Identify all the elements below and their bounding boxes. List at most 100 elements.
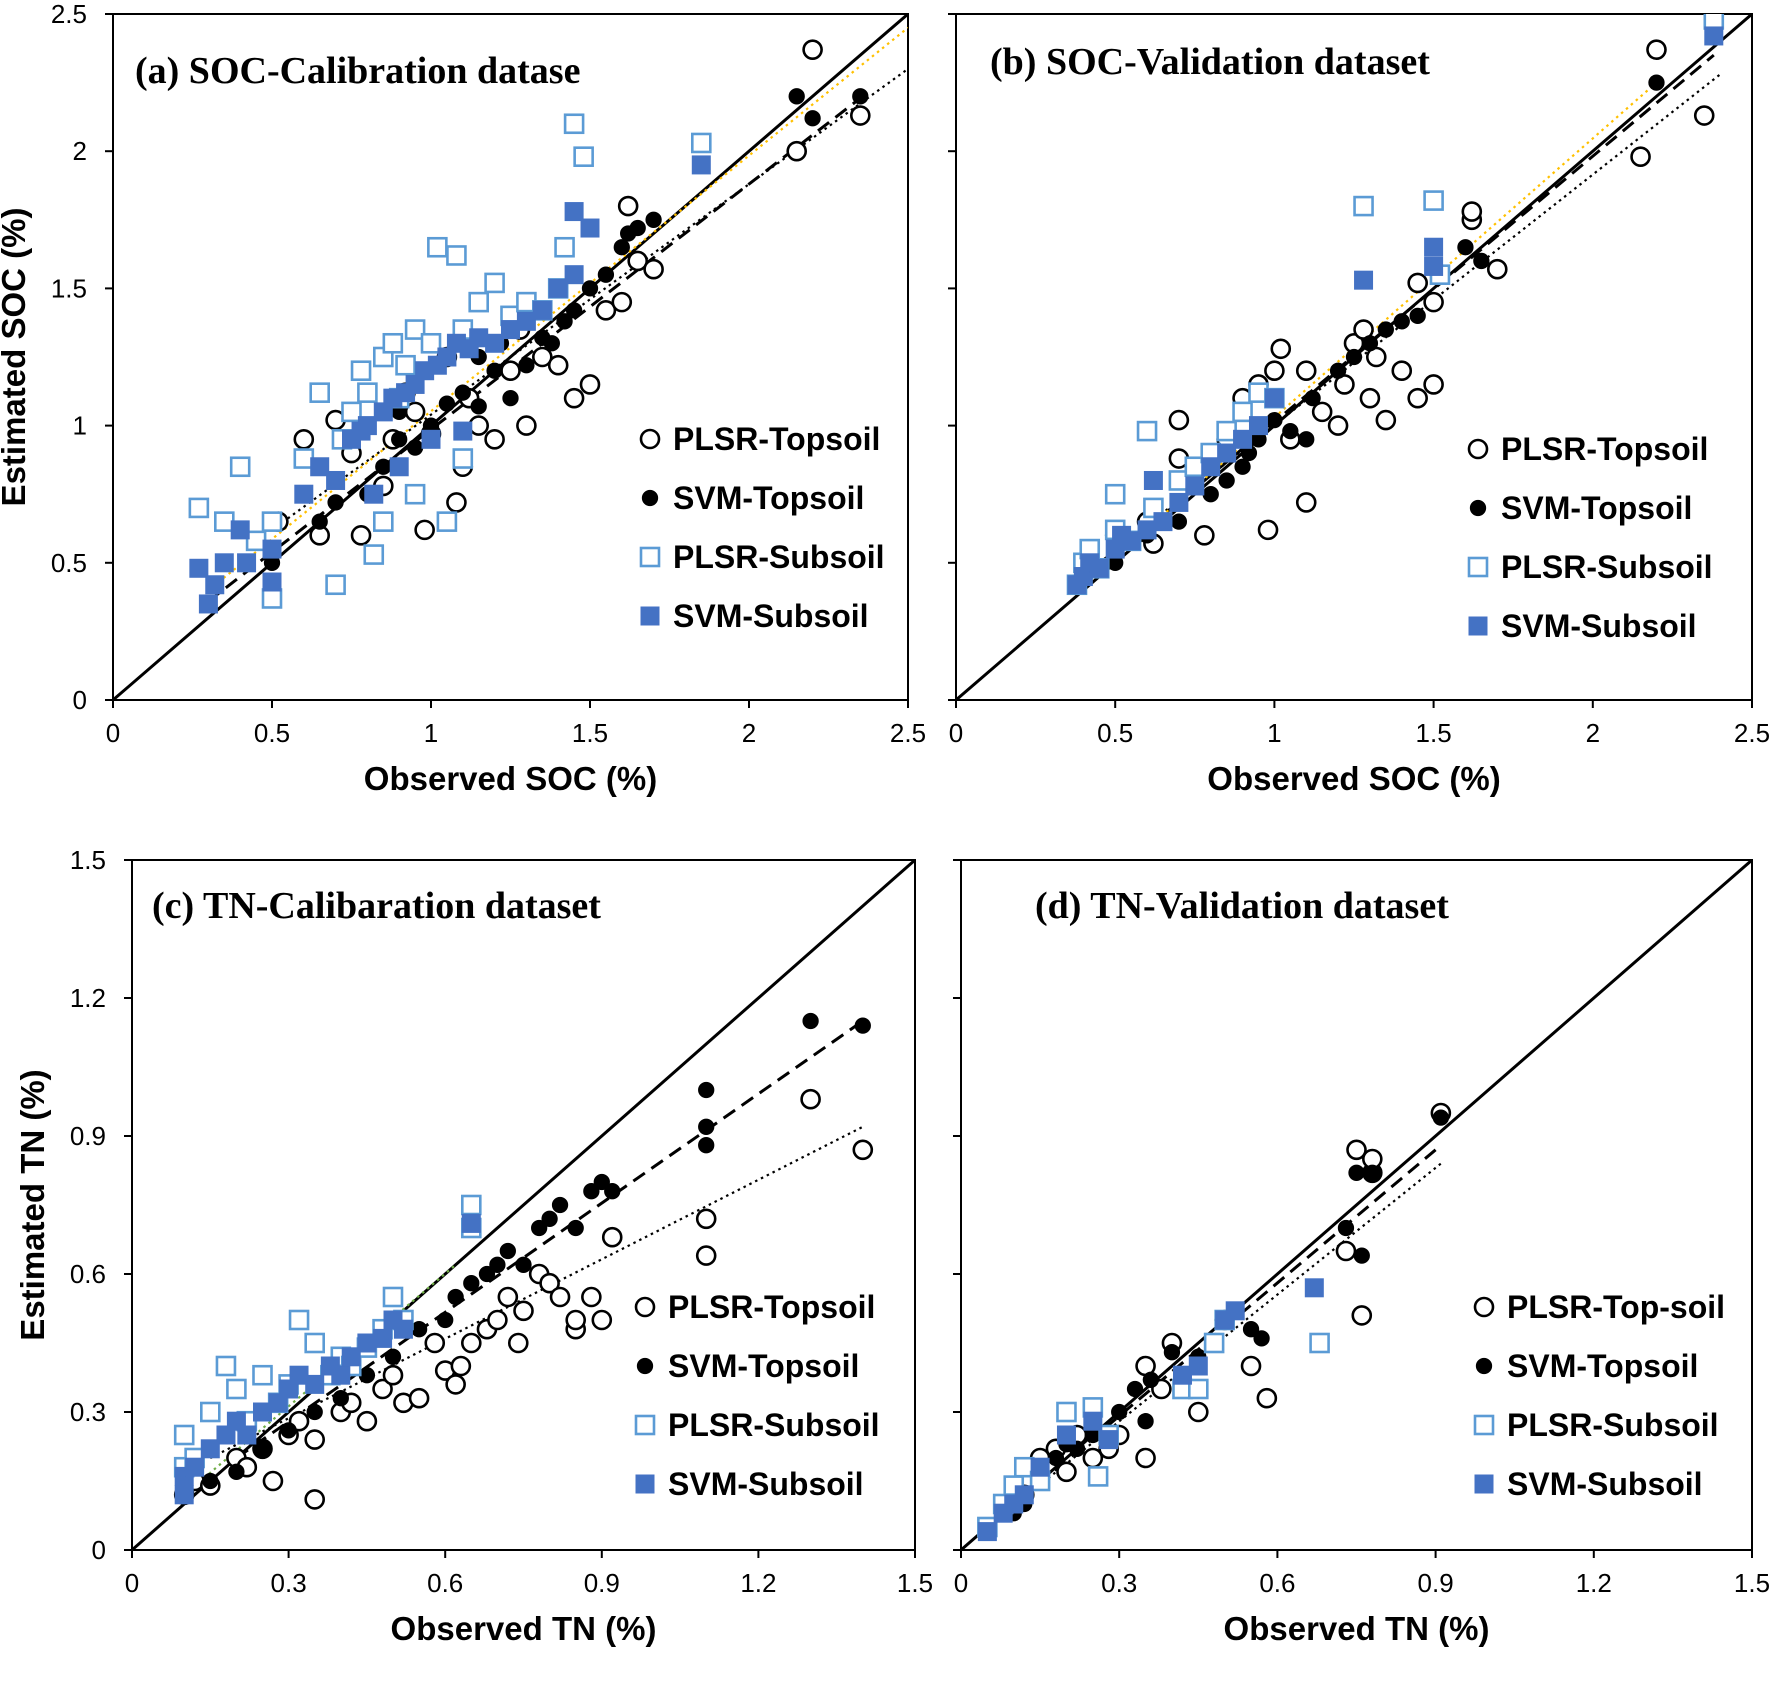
data-point (601, 1226, 623, 1248)
data-point (554, 236, 575, 258)
data-point (1256, 1387, 1278, 1409)
data-point (438, 395, 456, 412)
legend-marker (1473, 1414, 1495, 1436)
data-point (1266, 411, 1283, 429)
data-point (1407, 387, 1428, 409)
data-point (408, 1387, 430, 1409)
data-point (372, 1378, 393, 1400)
data-point (516, 415, 537, 436)
data-point (591, 1309, 613, 1331)
one-to-one-line (132, 860, 915, 1550)
data-point (293, 448, 315, 469)
data-point (539, 1272, 560, 1294)
data-point (611, 291, 633, 313)
plot-area-a (112, 13, 909, 701)
data-point (804, 110, 821, 127)
data-point (306, 1403, 323, 1421)
data-point (453, 421, 473, 441)
data-point (404, 483, 426, 505)
data-point (280, 1422, 297, 1439)
data-point (788, 88, 805, 105)
data-point (1393, 313, 1410, 330)
x-tick-label: 1.5 (897, 1568, 933, 1598)
data-point (1351, 1305, 1373, 1326)
data-point (1137, 1413, 1154, 1430)
data-point (1163, 1344, 1181, 1361)
data-point (802, 1012, 819, 1030)
data-point (1648, 74, 1665, 91)
legend-label: PLSR-Top-soil (1507, 1289, 1725, 1325)
data-point (229, 456, 251, 478)
legend-label: SVM-Topsoil (1501, 490, 1692, 526)
data-point (1232, 401, 1253, 423)
data-point (1295, 360, 1317, 382)
data-point (372, 511, 394, 532)
data-point (1423, 374, 1444, 395)
data-point (237, 553, 257, 573)
data-point (565, 302, 583, 319)
x-tick-label: 2 (1586, 718, 1600, 748)
plot-area-d (960, 859, 1753, 1551)
data-point (230, 520, 250, 540)
y-tick-label: 1.5 (70, 845, 106, 875)
x-tick-label: 0 (106, 718, 120, 748)
data-point (852, 88, 869, 105)
data-point (332, 1390, 349, 1407)
x-tick-label: 0.9 (1418, 1568, 1454, 1598)
data-point (1142, 1371, 1159, 1388)
data-point (447, 1288, 464, 1306)
y-tick-label: 2 (73, 136, 87, 166)
data-point (499, 1242, 516, 1260)
series-svm-topsoil (263, 88, 869, 571)
y-tick-label: 1.2 (70, 983, 106, 1013)
data-point (1704, 26, 1724, 46)
legend-marker (641, 489, 659, 507)
y-tick-label: 1.5 (51, 273, 87, 303)
data-point (581, 1286, 602, 1308)
data-point (1423, 190, 1444, 211)
data-point (1348, 1164, 1365, 1181)
data-point (382, 332, 404, 354)
data-point (1646, 39, 1667, 60)
data-point (1391, 360, 1413, 382)
data-point (364, 484, 384, 504)
plot-area-b (955, 13, 1753, 701)
data-point (515, 1256, 532, 1273)
data-point (461, 1213, 481, 1233)
data-point (1216, 420, 1237, 442)
data-point (214, 511, 235, 532)
legend: PLSR-Topsoil SVM-Topsoil PLSR-Subsoil SVM-S… (634, 1289, 880, 1502)
series-svm-topsoil (202, 1012, 871, 1490)
legend-label: SVM-Subsoil (673, 598, 869, 634)
data-point (305, 1374, 325, 1394)
data-point (375, 458, 392, 475)
legend-label: SVM-Subsoil (1501, 608, 1697, 644)
data-point (1361, 335, 1379, 352)
data-point (547, 354, 569, 376)
data-point (202, 1472, 219, 1490)
data-point (1375, 409, 1397, 431)
panel-title: (b) SOC-Validation dataset (990, 41, 1430, 83)
data-point (410, 1321, 428, 1338)
x-tick-label: 1 (424, 718, 438, 748)
data-point (384, 1348, 402, 1365)
data-point (484, 272, 505, 294)
data-point (311, 513, 328, 530)
data-point (304, 1429, 326, 1450)
legend-marker (639, 428, 661, 450)
data-point (463, 1275, 480, 1292)
data-point (357, 416, 377, 436)
fit-line-dashed (235, 1019, 864, 1460)
y-axis-title: Estimated TN (%) (14, 1069, 51, 1340)
data-point (698, 1137, 715, 1154)
data-point (1270, 338, 1292, 360)
data-point (543, 335, 560, 352)
data-point (452, 448, 474, 469)
data-point (468, 415, 490, 436)
data-point (1424, 237, 1444, 257)
data-point (531, 346, 553, 368)
data-point (189, 558, 209, 578)
data-point (627, 250, 649, 272)
data-point (1143, 470, 1163, 490)
data-point (852, 1139, 874, 1161)
